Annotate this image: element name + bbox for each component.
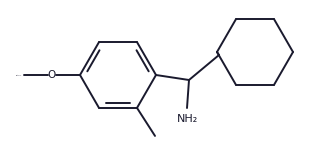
Text: O: O <box>48 70 56 80</box>
Text: methoxy: methoxy <box>16 74 22 76</box>
Text: NH₂: NH₂ <box>176 114 198 124</box>
